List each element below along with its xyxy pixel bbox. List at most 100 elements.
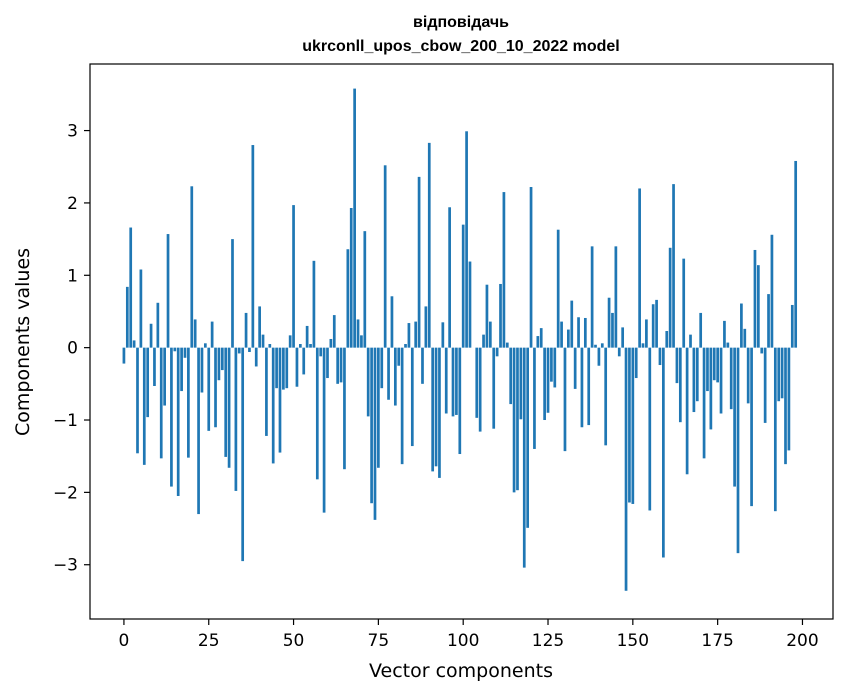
x-tick-label: 25: [198, 631, 220, 651]
bar-80: [393, 347, 397, 406]
bar-195: [784, 347, 787, 465]
chart-title: відповідачь: [413, 14, 509, 31]
bar-1: [125, 286, 129, 348]
bar-59: [322, 347, 326, 513]
bar-54: [305, 325, 309, 348]
bar-166: [685, 347, 689, 475]
bar-22: [197, 347, 200, 515]
bar-44: [271, 347, 275, 464]
bar-43: [268, 344, 272, 348]
bar-82: [400, 347, 404, 465]
bar-102: [468, 261, 472, 348]
bar-179: [729, 347, 733, 410]
bar-41: [261, 334, 265, 348]
bar-84: [407, 323, 411, 348]
bar-131: [567, 329, 570, 348]
bar-123: [539, 328, 543, 348]
bar-98: [455, 347, 458, 415]
bar-69: [356, 319, 360, 348]
bar-198: [794, 160, 798, 348]
bar-73: [370, 347, 373, 504]
bar-28: [217, 347, 221, 381]
bar-136: [583, 317, 587, 348]
x-axis-label: Vector components: [369, 660, 553, 682]
bar-47: [282, 347, 285, 390]
bar-133: [573, 347, 577, 389]
bar-39: [254, 347, 258, 367]
bar-169: [695, 347, 699, 402]
bar-94: [441, 322, 445, 348]
bar-108: [488, 321, 492, 348]
bar-29: [220, 347, 224, 371]
bar-56: [312, 260, 316, 348]
bar-148: [624, 347, 628, 591]
bar-36: [244, 312, 248, 348]
bar-143: [607, 297, 611, 348]
bar-177: [723, 320, 726, 348]
y-tick-label: 0: [67, 339, 78, 359]
bar-31: [227, 347, 231, 468]
bar-68: [353, 88, 356, 348]
bar-81: [397, 347, 401, 366]
x-tick-label: 175: [701, 631, 733, 651]
bar-117: [519, 347, 523, 420]
bar-37: [248, 347, 251, 352]
bar-4: [136, 347, 139, 454]
bar-91: [431, 347, 435, 472]
bar-83: [404, 344, 407, 348]
bar-87: [417, 176, 421, 348]
bar-141: [600, 343, 604, 348]
bar-0: [122, 347, 126, 364]
bar-53: [302, 347, 306, 375]
bar-146: [617, 347, 621, 357]
bar-52: [298, 344, 302, 348]
bar-25: [207, 347, 211, 431]
bar-79: [390, 296, 394, 348]
bar-182: [740, 303, 743, 348]
bar-120: [529, 187, 533, 348]
bar-112: [502, 192, 506, 348]
bar-137: [587, 347, 591, 426]
bar-12: [163, 347, 166, 406]
bar-188: [760, 347, 764, 354]
chart-subtitle: ukrconll_upos_cbow_200_10_2022 model: [302, 38, 619, 55]
x-tick-label: 50: [283, 631, 305, 651]
bar-40: [258, 306, 261, 348]
x-axis-ticks: 0 25 50 75 100 125 150 175 200: [119, 619, 819, 651]
bar-67: [349, 208, 353, 348]
bar-24: [203, 343, 207, 348]
bars-group: [122, 88, 798, 591]
plot-frame: [89, 63, 834, 620]
bar-132: [570, 300, 574, 348]
bar-190: [767, 294, 770, 348]
bar-157: [655, 299, 658, 348]
bar-180: [733, 347, 736, 487]
bar-127: [553, 347, 557, 388]
bar-93: [438, 347, 441, 478]
bar-65: [343, 347, 346, 470]
y-tick-label: 3: [67, 122, 78, 142]
x-tick-label: 125: [532, 631, 564, 651]
bar-176: [719, 347, 723, 414]
bar-33: [234, 347, 238, 491]
bar-35: [241, 347, 245, 562]
bar-42: [265, 347, 268, 436]
bar-142: [604, 347, 608, 446]
bar-167: [689, 334, 692, 348]
bar-76: [380, 347, 384, 389]
bar-197: [790, 304, 794, 348]
bar-85: [410, 347, 414, 447]
x-tick-label: 200: [786, 631, 818, 651]
bar-145: [614, 246, 618, 348]
bar-38: [251, 145, 255, 348]
bar-72: [366, 347, 370, 417]
bar-154: [645, 319, 648, 348]
bar-138: [590, 246, 594, 348]
bar-32: [231, 239, 234, 348]
bar-101: [465, 131, 468, 348]
bar-149: [628, 347, 631, 503]
bar-11: [159, 347, 163, 459]
bar-110: [495, 347, 499, 357]
bar-55: [309, 344, 312, 348]
bar-66: [346, 249, 350, 348]
